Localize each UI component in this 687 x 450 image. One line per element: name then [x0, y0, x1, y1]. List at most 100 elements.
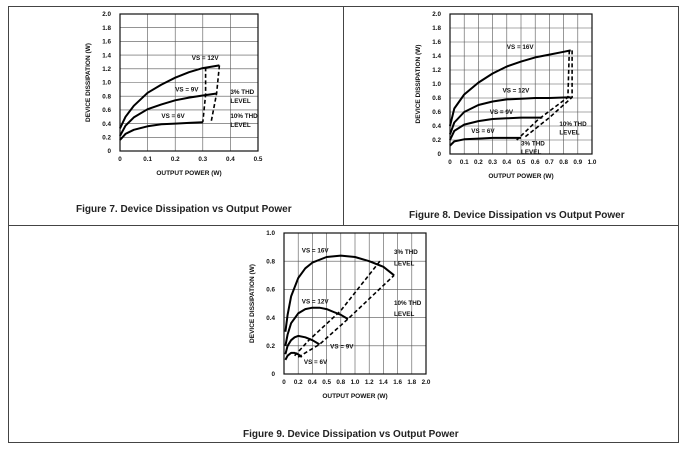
series-line-vs-16v: [284, 254, 395, 332]
x-tick-label: 1.8: [407, 379, 416, 386]
annotation-label: 3% THD: [394, 249, 418, 256]
x-tick-label: 0.1: [460, 159, 469, 166]
annotation-label: LEVEL: [230, 98, 250, 105]
y-tick-label: 0.8: [432, 95, 441, 102]
series-line-vs-6v: [449, 136, 521, 147]
annotation-label: VS = 9V: [490, 109, 514, 116]
thd-level-line: [297, 274, 395, 358]
annotation-label: VS = 12V: [192, 55, 220, 62]
x-tick-label: 0.5: [254, 156, 263, 163]
y-tick-label: 0: [437, 151, 441, 158]
annotation-label: VS = 12V: [302, 299, 330, 306]
plot-border: [283, 232, 427, 375]
x-tick-label: 0.3: [198, 156, 207, 163]
x-tick-label: 2.0: [422, 379, 431, 386]
series-line-vs-6v: [284, 351, 303, 361]
chart-7: 0 0.1 0.2 0.3 0.4 0.5 0 0.2 0.4 0.6 0.8 1.0 1.2 1.4 1.…: [85, 11, 263, 177]
annotation-label: VS = 12V: [503, 87, 531, 94]
y-tick-label: 1.2: [102, 66, 111, 73]
y-tick-label: 0.4: [102, 121, 111, 128]
figure-8-caption: Figure 8. Device Dissipation vs Output P…: [409, 210, 625, 221]
y-tick-label: 0.8: [266, 258, 275, 265]
annotation-label: VS = 16V: [302, 248, 330, 255]
x-axis-label: OUTPUT POWER (W): [322, 393, 387, 400]
x-tick-label: 1.4: [379, 379, 388, 386]
y-tick-label: 0.2: [266, 343, 275, 350]
y-tick-label: 0: [271, 371, 275, 378]
chart-8: 0 0.1 0.2 0.3 0.4 0.5 0.6 0.7 0.8 0.9 1.0 0 0.2 0.4 0.…: [415, 11, 597, 180]
series-line-vs-12v: [119, 64, 220, 129]
x-tick-label: 1.6: [393, 379, 402, 386]
x-tick-label: 0.6: [531, 159, 540, 166]
x-tick-label: 0.7: [545, 159, 554, 166]
x-tick-label: 1.0: [588, 159, 597, 166]
series-line-vs-9v: [449, 116, 543, 141]
annotation-label: VS = 6V: [304, 359, 328, 366]
y-tick-label: 0.4: [266, 315, 275, 322]
series-line-vs-12v: [449, 96, 571, 135]
x-tick-label: 0: [118, 156, 122, 163]
x-tick-label: 0.5: [517, 159, 526, 166]
x-tick-label: 0.2: [171, 156, 180, 163]
y-tick-label: 0.6: [266, 287, 275, 294]
y-tick-label: 1.6: [102, 39, 111, 46]
x-tick-label: 0.4: [502, 159, 511, 166]
y-tick-label: 1.4: [432, 53, 441, 60]
y-tick-label: 0.2: [432, 137, 441, 144]
y-tick-label: 0.2: [102, 135, 111, 142]
series-line-vs-9v: [119, 92, 217, 137]
x-tick-label: 0.3: [488, 159, 497, 166]
x-axis-label: OUTPUT POWER (W): [488, 173, 553, 180]
x-tick-label: 0.4: [226, 156, 235, 163]
y-tick-label: 0.6: [102, 107, 111, 114]
thd-level-line: [210, 65, 221, 123]
y-tick-label: 1.6: [432, 39, 441, 46]
annotation-label: 3% THD: [230, 89, 254, 96]
x-tick-label: 0: [282, 379, 286, 386]
x-tick-label: 0.5: [322, 379, 331, 386]
annotation-label: VS = 9V: [175, 86, 199, 93]
x-tick-label: 0.4: [308, 379, 317, 386]
annotation-label: VS = 6V: [161, 113, 185, 120]
annotation-label: LEVEL: [559, 129, 579, 136]
y-tick-label: 1.0: [432, 81, 441, 88]
y-tick-label: 2.0: [102, 11, 111, 18]
y-tick-label: 2.0: [432, 11, 441, 18]
series-line-vs-9v: [284, 334, 321, 355]
thd-level-line: [202, 67, 207, 123]
annotation-label: LEVEL: [521, 149, 541, 156]
annotation-label: 3% THD: [521, 141, 545, 148]
x-tick-label: 0.2: [294, 379, 303, 386]
y-tick-label: 1.4: [102, 52, 111, 59]
y-tick-label: 1.2: [432, 67, 441, 74]
y-tick-label: 1.0: [266, 230, 275, 237]
annotation-label: LEVEL: [230, 122, 250, 129]
figure-7-caption: Figure 7. Device Dissipation vs Output P…: [76, 204, 292, 215]
series-line-vs-16v: [449, 49, 571, 127]
y-tick-label: 1.0: [102, 80, 111, 87]
x-tick-label: 1.0: [351, 379, 360, 386]
y-axis-label: DEVICE DISSIPATION (W): [85, 43, 92, 122]
figure-frame: 0 0.1 0.2 0.3 0.4 0.5 0 0.2 0.4 0.6 0.8 1.0 1.2 1.4 1.…: [8, 6, 679, 443]
y-tick-label: 1.8: [432, 25, 441, 32]
annotation-label: LEVEL: [394, 311, 414, 318]
thd-level-line: [523, 50, 573, 139]
plot-border: [449, 13, 593, 155]
y-tick-label: 0.6: [432, 109, 441, 116]
thd-level-line: [516, 50, 571, 141]
x-tick-label: 0.8: [336, 379, 345, 386]
y-tick-label: 0: [107, 148, 111, 155]
y-tick-label: 1.8: [102, 25, 111, 32]
x-tick-label: 0.2: [474, 159, 483, 166]
y-tick-label: 0.4: [432, 123, 441, 130]
annotation-label: 10% THD: [559, 121, 587, 128]
y-axis-label: DEVICE DISSIPATION (W): [415, 45, 422, 124]
annotation-label: 10% THD: [394, 300, 422, 307]
plot-border: [119, 13, 259, 152]
y-axis-label: DEVICE DISSIPATION (W): [249, 264, 256, 343]
x-tick-label: 0.9: [573, 159, 582, 166]
series-line-vs-12v: [284, 306, 349, 346]
annotation-label: 10% THD: [230, 113, 258, 120]
series-line-vs-6v: [119, 121, 203, 141]
annotation-label: VS = 16V: [507, 44, 535, 51]
